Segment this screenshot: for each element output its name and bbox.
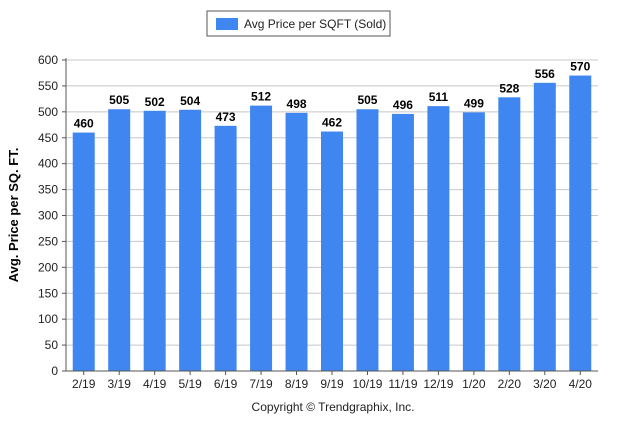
y-tick-label: 100 bbox=[38, 312, 58, 326]
data-label: 504 bbox=[180, 94, 200, 108]
x-tick-label: 6/19 bbox=[214, 377, 238, 391]
bar bbox=[285, 112, 308, 372]
legend-swatch bbox=[216, 18, 238, 30]
data-label: 502 bbox=[145, 95, 165, 109]
y-tick-label: 350 bbox=[38, 183, 58, 197]
bar bbox=[108, 109, 131, 371]
data-label: 505 bbox=[109, 93, 129, 107]
x-tick-label: 3/19 bbox=[108, 377, 132, 391]
bar bbox=[321, 131, 343, 371]
data-label: 460 bbox=[74, 117, 94, 131]
data-label: 570 bbox=[570, 60, 590, 74]
legend: Avg Price per SQFT (Sold) bbox=[206, 10, 391, 37]
data-label: 512 bbox=[251, 90, 271, 104]
y-tick-label: 450 bbox=[38, 131, 58, 145]
x-tick-label: 2/20 bbox=[498, 377, 522, 391]
x-tick-label: 8/19 bbox=[285, 377, 309, 391]
data-labels: 460 505 502 504 473 512 498 462 505 496 511 499 528 5… bbox=[74, 60, 591, 131]
copyright-text: Copyright © Trendgraphix, Inc. bbox=[252, 400, 415, 414]
x-tick-label: 10/19 bbox=[352, 377, 382, 391]
data-label: 499 bbox=[464, 96, 484, 110]
axes bbox=[62, 58, 598, 375]
bar bbox=[356, 109, 379, 371]
data-label: 462 bbox=[322, 116, 342, 130]
x-tick-labels: 2/19 3/19 4/19 5/19 6/19 7/19 8/19 9/19 10/19 11/… bbox=[72, 377, 592, 391]
y-tick-label: 50 bbox=[45, 338, 59, 352]
data-label: 556 bbox=[535, 67, 555, 81]
data-label: 528 bbox=[499, 81, 519, 95]
bar bbox=[462, 112, 485, 371]
bars bbox=[72, 75, 592, 372]
y-tick-label: 400 bbox=[38, 157, 58, 171]
bar bbox=[569, 75, 592, 372]
y-tick-labels: 0 50 100 150 200 250 300 350 400 450 500 550 600 bbox=[38, 53, 58, 378]
bar bbox=[427, 106, 450, 372]
x-tick-label: 4/20 bbox=[569, 377, 593, 391]
x-tick-label: 3/20 bbox=[533, 377, 557, 391]
y-tick-label: 250 bbox=[38, 234, 58, 248]
x-tick-label: 7/19 bbox=[249, 377, 273, 391]
bar bbox=[498, 97, 521, 371]
bar bbox=[250, 105, 273, 371]
x-tick-label: 4/19 bbox=[143, 377, 167, 391]
y-tick-label: 300 bbox=[38, 209, 58, 223]
bar bbox=[179, 109, 202, 371]
x-tick-label: 2/19 bbox=[72, 377, 96, 391]
data-label: 505 bbox=[357, 93, 377, 107]
data-label: 473 bbox=[216, 110, 236, 124]
y-tick-label: 600 bbox=[38, 53, 58, 67]
x-tick-label: 5/19 bbox=[178, 377, 202, 391]
bar bbox=[143, 110, 166, 372]
bar bbox=[391, 113, 414, 371]
y-tick-label: 550 bbox=[38, 79, 58, 93]
bar bbox=[72, 132, 95, 371]
y-tick-label: 500 bbox=[38, 105, 58, 119]
y-tick-label: 150 bbox=[38, 286, 58, 300]
bar bbox=[533, 82, 556, 371]
y-tick-label: 200 bbox=[38, 260, 58, 274]
data-label: 511 bbox=[429, 90, 449, 104]
y-axis-title: Avg. Price per SQ. FT. bbox=[6, 148, 21, 283]
x-tick-label: 11/19 bbox=[388, 377, 417, 391]
x-tick-label: 1/20 bbox=[462, 377, 486, 391]
y-tick-label: 0 bbox=[51, 364, 58, 378]
data-label: 496 bbox=[393, 98, 413, 112]
legend-label: Avg Price per SQFT (Sold) bbox=[244, 17, 386, 31]
x-tick-label: 9/19 bbox=[320, 377, 344, 391]
x-tick-label: 12/19 bbox=[423, 377, 453, 391]
bar bbox=[214, 125, 237, 371]
data-label: 498 bbox=[287, 97, 307, 111]
